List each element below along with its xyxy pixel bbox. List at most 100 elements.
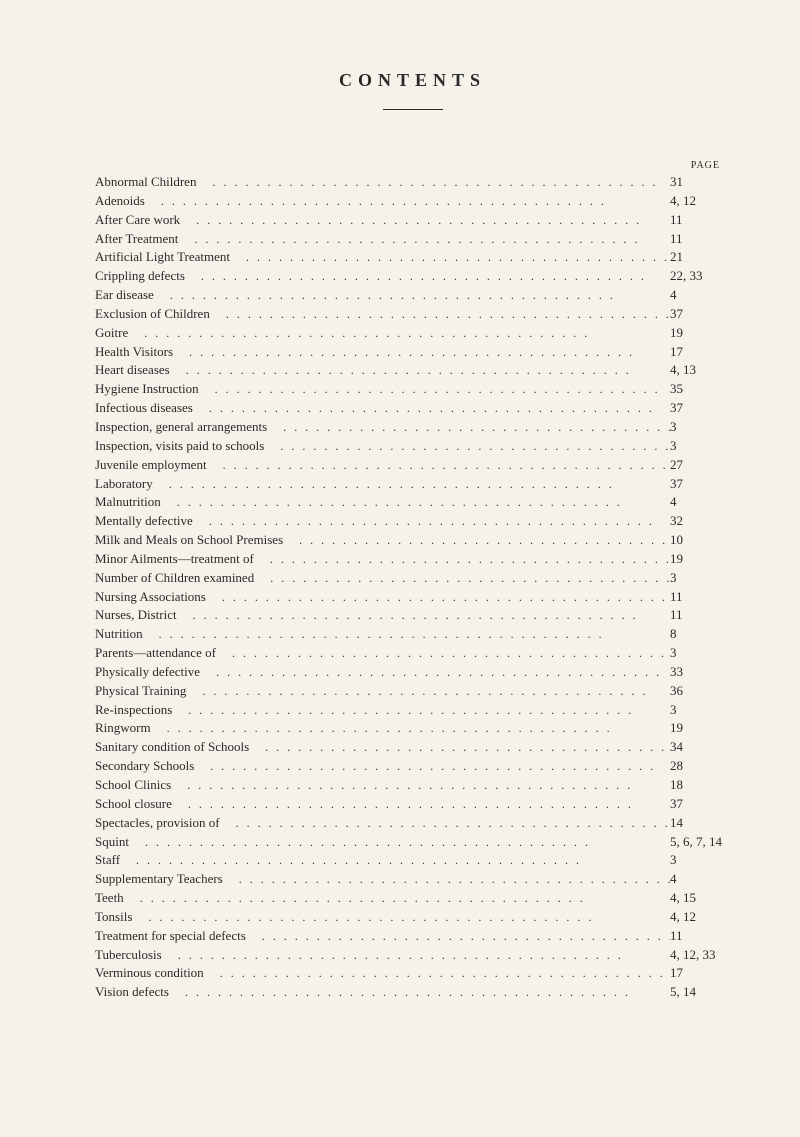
toc-dots: ........................................…	[283, 532, 670, 549]
toc-row: After Care work.........................…	[95, 211, 730, 230]
toc-entry-page: 28	[670, 757, 730, 776]
toc-dots: ........................................…	[206, 589, 670, 606]
toc-dots: ........................................…	[154, 287, 670, 304]
table-of-contents: Abnormal Children.......................…	[95, 173, 730, 1002]
toc-entry-label: Goitre	[95, 324, 128, 343]
toc-entry-page: 5, 6, 7, 14	[670, 833, 730, 852]
toc-row: Laboratory..............................…	[95, 475, 730, 494]
toc-dots: ........................................…	[161, 494, 670, 511]
toc-entry-label: Minor Ailments—treatment of	[95, 550, 254, 569]
toc-entry-page: 17	[670, 343, 730, 362]
toc-dots: ........................................…	[169, 984, 670, 1001]
toc-entry-page: 11	[670, 230, 730, 249]
toc-entry-label: Supplementary Teachers	[95, 870, 223, 889]
toc-entry-page: 3	[670, 644, 730, 663]
toc-entry-page: 3	[670, 437, 730, 456]
toc-entry-page: 4	[670, 870, 730, 889]
page-title: CONTENTS	[95, 70, 730, 91]
toc-dots: ........................................…	[193, 513, 670, 530]
toc-row: Heart diseases..........................…	[95, 361, 730, 380]
toc-dots: ........................................…	[180, 212, 670, 229]
toc-dots: ........................................…	[129, 834, 670, 851]
toc-entry-label: Juvenile employment	[95, 456, 207, 475]
toc-entry-page: 4, 12, 33	[670, 946, 730, 965]
toc-entry-label: Nutrition	[95, 625, 143, 644]
toc-row: Adenoids................................…	[95, 192, 730, 211]
toc-entry-label: Ringworm	[95, 719, 151, 738]
toc-entry-page: 3	[670, 569, 730, 588]
toc-row: Physically defective....................…	[95, 663, 730, 682]
toc-row: Number of Children examined.............…	[95, 569, 730, 588]
toc-dots: ........................................…	[120, 852, 670, 869]
toc-entry-label: Nursing Associations	[95, 588, 206, 607]
toc-entry-page: 19	[670, 324, 730, 343]
toc-entry-label: Exclusion of Children	[95, 305, 210, 324]
toc-entry-page: 37	[670, 795, 730, 814]
toc-entry-page: 22, 33	[670, 267, 730, 286]
toc-dots: ........................................…	[151, 720, 670, 737]
toc-row: Physical Training.......................…	[95, 682, 730, 701]
toc-entry-label: Malnutrition	[95, 493, 161, 512]
toc-row: Crippling defects.......................…	[95, 267, 730, 286]
toc-row: Health Visitors.........................…	[95, 343, 730, 362]
toc-entry-page: 4, 13	[670, 361, 730, 380]
toc-entry-label: Infectious diseases	[95, 399, 193, 418]
toc-entry-label: Physically defective	[95, 663, 200, 682]
toc-row: Infectious diseases.....................…	[95, 399, 730, 418]
toc-row: Minor Ailments—treatment of.............…	[95, 550, 730, 569]
toc-row: Exclusion of Children...................…	[95, 305, 730, 324]
toc-dots: ........................................…	[143, 626, 670, 643]
toc-entry-label: School closure	[95, 795, 172, 814]
toc-row: Secondary Schools.......................…	[95, 757, 730, 776]
toc-dots: ........................................…	[196, 174, 670, 191]
toc-row: Squint..................................…	[95, 833, 730, 852]
toc-dots: ........................................…	[172, 796, 670, 813]
toc-entry-page: 11	[670, 211, 730, 230]
toc-dots: ........................................…	[204, 965, 670, 982]
toc-entry-page: 4, 12	[670, 192, 730, 211]
toc-row: Supplementary Teachers..................…	[95, 870, 730, 889]
toc-dots: ........................................…	[254, 551, 670, 568]
toc-entry-label: Squint	[95, 833, 129, 852]
toc-entry-page: 21	[670, 248, 730, 267]
toc-dots: ........................................…	[177, 607, 670, 624]
toc-dots: ........................................…	[186, 683, 670, 700]
toc-row: School closure..........................…	[95, 795, 730, 814]
toc-entry-label: Health Visitors	[95, 343, 173, 362]
toc-entry-label: Heart diseases	[95, 361, 170, 380]
toc-row: Tonsils.................................…	[95, 908, 730, 927]
toc-dots: ........................................…	[170, 362, 670, 379]
toc-dots: ........................................…	[264, 438, 670, 455]
toc-entry-label: Spectacles, provision of	[95, 814, 220, 833]
toc-entry-page: 34	[670, 738, 730, 757]
toc-entry-page: 3	[670, 418, 730, 437]
toc-entry-label: Abnormal Children	[95, 173, 196, 192]
toc-entry-page: 18	[670, 776, 730, 795]
toc-row: Re-inspections..........................…	[95, 701, 730, 720]
toc-entry-page: 27	[670, 456, 730, 475]
toc-row: Abnormal Children.......................…	[95, 173, 730, 192]
toc-entry-label: Verminous condition	[95, 964, 204, 983]
title-divider	[383, 109, 443, 110]
toc-row: Inspection, visits paid to schools......…	[95, 437, 730, 456]
toc-entry-page: 14	[670, 814, 730, 833]
toc-entry-label: Secondary Schools	[95, 757, 194, 776]
toc-row: Verminous condition.....................…	[95, 964, 730, 983]
toc-entry-label: Hygiene Instruction	[95, 380, 199, 399]
toc-entry-page: 31	[670, 173, 730, 192]
toc-row: Inspection, general arrangements........…	[95, 418, 730, 437]
toc-entry-page: 11	[670, 927, 730, 946]
toc-entry-label: School Clinics	[95, 776, 171, 795]
toc-entry-label: Treatment for special defects	[95, 927, 246, 946]
toc-dots: ........................................…	[207, 457, 670, 474]
toc-entry-label: Inspection, general arrangements	[95, 418, 267, 437]
toc-row: Spectacles, provision of................…	[95, 814, 730, 833]
toc-entry-page: 11	[670, 588, 730, 607]
toc-entry-page: 3	[670, 701, 730, 720]
toc-entry-label: Milk and Meals on School Premises	[95, 531, 283, 550]
toc-entry-page: 3	[670, 851, 730, 870]
toc-entry-label: Crippling defects	[95, 267, 185, 286]
toc-dots: ........................................…	[171, 777, 670, 794]
toc-entry-page: 5, 14	[670, 983, 730, 1002]
toc-row: Nursing Associations....................…	[95, 588, 730, 607]
